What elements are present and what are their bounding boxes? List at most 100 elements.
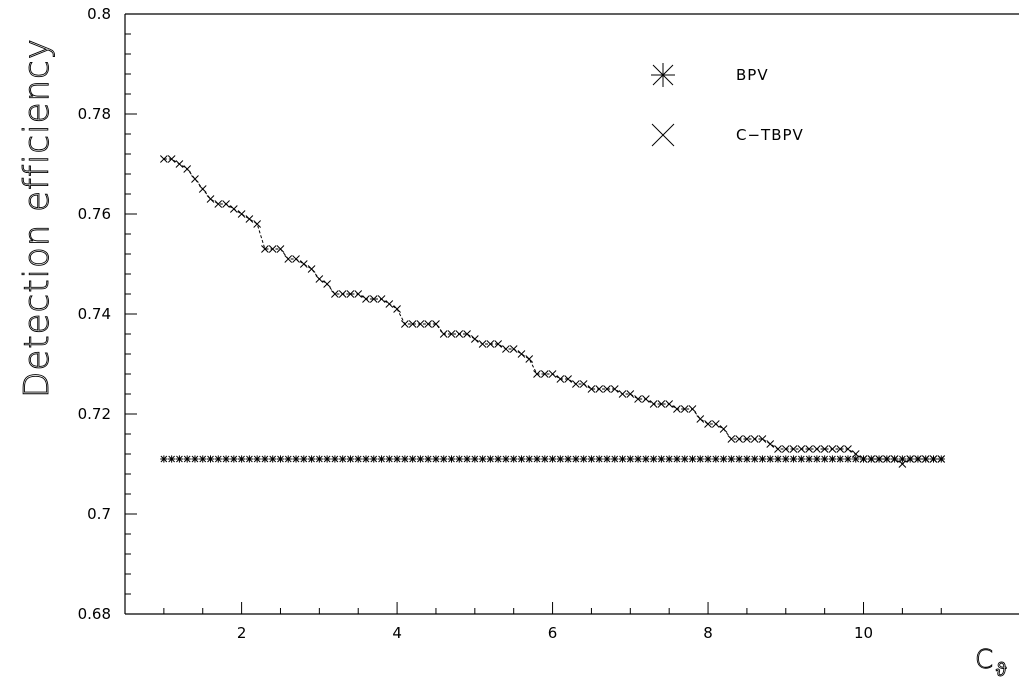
data-point — [735, 435, 743, 443]
data-point — [455, 330, 464, 338]
legend: BPV C−TBPV — [651, 63, 803, 147]
data-point — [160, 155, 168, 163]
data-point — [494, 455, 502, 463]
data-point — [828, 445, 837, 453]
data-point — [307, 455, 316, 463]
data-point — [618, 390, 627, 398]
y-tick-label: 0.68 — [78, 605, 111, 623]
data-point — [292, 255, 300, 263]
data-point — [595, 385, 604, 393]
data-point — [299, 260, 308, 268]
series-bpv — [160, 455, 945, 463]
x-tick-label: 2 — [237, 624, 247, 642]
series-line — [163, 158, 942, 465]
data-point — [261, 245, 269, 253]
data-point — [463, 330, 471, 338]
data-point — [610, 385, 619, 393]
data-point — [890, 455, 899, 463]
plot-frame — [124, 13, 1019, 615]
data-point — [735, 455, 743, 463]
data-point — [401, 455, 409, 463]
data-point — [673, 455, 681, 463]
data-point — [533, 370, 541, 378]
legend-item-bpv: BPV — [651, 63, 768, 87]
data-point — [579, 380, 588, 388]
data-point — [696, 455, 704, 463]
data-point — [525, 355, 534, 363]
data-point — [183, 455, 191, 463]
data-point — [502, 455, 510, 463]
data-point — [346, 455, 355, 463]
data-point — [727, 435, 736, 443]
data-point — [408, 320, 417, 328]
x-axis-title-main: C — [975, 645, 993, 675]
data-point — [766, 455, 774, 463]
data-point — [921, 455, 930, 463]
data-point — [650, 455, 658, 463]
data-point — [261, 455, 269, 463]
data-point — [517, 350, 526, 358]
data-point — [370, 455, 378, 463]
data-point — [470, 335, 479, 343]
data-point — [253, 220, 262, 228]
legend-item-c-tbpv: C−TBPV — [651, 123, 803, 147]
data-point — [781, 445, 790, 453]
y-tick-label: 0.7 — [87, 505, 111, 523]
data-point — [657, 455, 665, 463]
data-point — [517, 455, 526, 463]
data-point — [680, 405, 689, 413]
data-point — [541, 455, 549, 463]
data-point — [875, 455, 883, 463]
data-point — [199, 455, 207, 463]
data-point — [206, 195, 215, 203]
data-point — [439, 330, 448, 338]
data-point — [906, 455, 915, 463]
legend-marker-c-tbpv — [651, 123, 675, 147]
data-point — [626, 390, 635, 398]
data-point — [898, 455, 906, 463]
data-point — [315, 455, 323, 463]
data-point — [603, 455, 611, 463]
data-point — [191, 175, 199, 183]
data-point — [362, 295, 370, 303]
data-point — [175, 455, 184, 463]
data-point — [937, 455, 946, 463]
data-point — [354, 455, 362, 463]
data-point — [587, 455, 596, 463]
data-point — [168, 455, 176, 463]
data-point — [836, 455, 844, 463]
data-point — [463, 455, 471, 463]
data-point — [758, 455, 767, 463]
data-point — [424, 320, 433, 328]
data-point — [688, 455, 697, 463]
y-tick-label: 0.72 — [78, 405, 111, 423]
data-point — [681, 455, 689, 463]
data-point — [269, 455, 277, 463]
data-point — [851, 450, 860, 458]
data-point — [393, 455, 401, 463]
data-point — [447, 330, 456, 338]
data-point — [339, 455, 347, 463]
data-point — [696, 415, 705, 423]
data-point — [167, 155, 176, 163]
data-point — [447, 455, 456, 463]
data-point — [323, 455, 331, 463]
data-point — [813, 455, 821, 463]
data-point — [688, 405, 697, 413]
y-tick-label: 0.8 — [87, 5, 111, 23]
data-point — [844, 455, 852, 463]
data-point — [548, 370, 557, 378]
data-point — [214, 455, 222, 463]
data-point — [245, 455, 253, 463]
data-point — [556, 455, 564, 463]
data-point — [253, 455, 261, 463]
data-point — [665, 400, 674, 408]
data-point — [813, 445, 821, 453]
data-point — [603, 385, 611, 393]
legend-marker-bpv — [651, 63, 675, 87]
x-tick-label: 4 — [392, 624, 402, 642]
data-point — [416, 455, 425, 463]
data-point — [820, 445, 829, 453]
y-axis-ticks: 0.68 0.7 0.72 0.74 0.76 0.78 0.8 — [78, 5, 137, 623]
data-point — [510, 455, 518, 463]
